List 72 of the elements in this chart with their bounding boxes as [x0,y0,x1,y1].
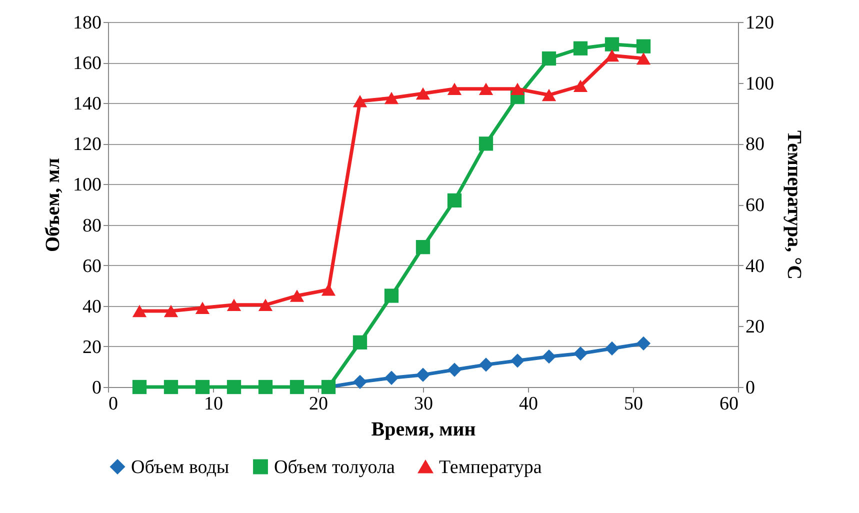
point [636,52,651,65]
x-tick-label: 0 [108,394,118,414]
point [352,94,368,108]
point [604,49,620,62]
point [447,193,462,208]
point [226,380,242,394]
point [164,380,178,394]
point [478,358,494,372]
point [510,82,525,96]
x-tick-label: 40 [519,394,538,414]
y-tick-label: 60 [82,256,102,277]
legend-label: Объем толуола [274,456,396,478]
x-axis-title: Время, мин [371,418,476,440]
point [290,290,304,302]
point [258,380,273,394]
y-tick-label: 40 [82,296,102,318]
y-tick-label: 180 [73,12,102,34]
y2-tick-label: 20 [746,316,764,338]
point [416,87,430,100]
point [384,370,399,385]
point [132,380,147,394]
point [573,346,588,361]
point [604,37,620,52]
point [321,284,336,296]
x-tick-label: 60 [720,394,738,414]
y-tick-label: 100 [73,174,102,196]
y-tick-label: 0 [92,378,102,398]
point [636,39,651,54]
y-tick-label: 120 [73,134,102,156]
point [573,80,588,92]
point [195,302,210,314]
point [352,374,368,389]
point [384,92,399,104]
point [478,82,494,96]
point [447,82,462,96]
y2-tick-label: 0 [746,378,755,398]
point [542,350,556,364]
point [478,136,494,151]
y2-axis-title: Температура, °С [783,130,805,280]
y-tick-label: 20 [82,336,102,358]
legend-label: Объем воды [131,456,230,478]
y-tick-label: 80 [82,215,102,236]
point [258,298,273,311]
point [195,380,210,394]
point [573,41,588,56]
x-tick-label: 20 [309,394,328,414]
point [384,288,399,303]
x-tick-label: 30 [414,394,433,414]
point [604,341,620,356]
y-axis-title: Объем, мл [42,158,64,252]
point [636,336,651,350]
x-tick-label: 50 [624,394,643,414]
point [542,88,556,102]
x-tick-label: 10 [204,394,223,414]
y2-tick-label: 80 [746,134,764,156]
y2-tick-label: 100 [746,73,774,94]
y2-tick-label: 60 [746,195,764,216]
point [132,304,147,318]
point [352,335,368,350]
y2-tick-label: 120 [746,12,774,34]
point [226,298,242,311]
y-tick-label: 160 [73,53,102,74]
y2-tick-label: 40 [746,256,764,277]
point [164,304,178,318]
point [416,240,430,254]
point [447,362,462,377]
point [290,380,304,394]
y-tick-label: 140 [73,94,102,115]
point [542,51,556,66]
point [510,354,525,368]
legend-label: Температура [439,456,542,478]
point [416,368,430,382]
